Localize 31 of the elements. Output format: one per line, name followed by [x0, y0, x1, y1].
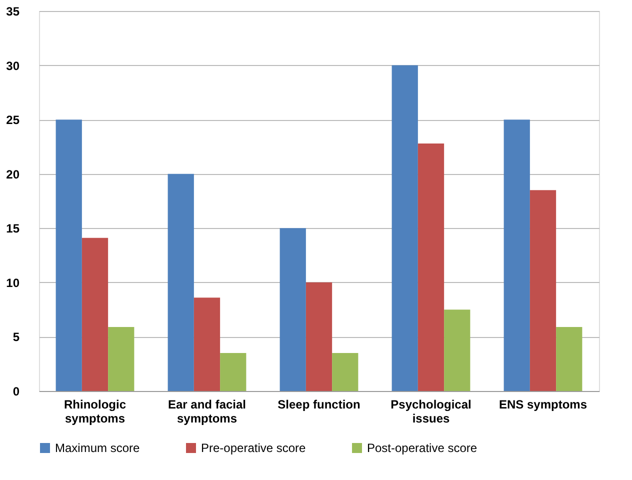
- bar: [220, 353, 246, 391]
- y-tick-label: 10: [6, 276, 20, 290]
- legend-label: Pre-operative score: [201, 441, 306, 455]
- x-tick-label: Rhinologic symptoms: [64, 398, 126, 426]
- y-tick-label: 5: [12, 330, 20, 344]
- bar: [82, 238, 108, 391]
- y-tick-label: 30: [6, 58, 20, 73]
- bar: [392, 65, 418, 391]
- bar: [332, 353, 358, 391]
- bar: [280, 228, 306, 391]
- bar: [444, 310, 470, 391]
- y-tick-label: 0: [12, 384, 20, 398]
- bar: [168, 174, 194, 391]
- y-tick-label: 35: [6, 4, 20, 18]
- bar: [418, 143, 444, 391]
- bar: [108, 326, 134, 391]
- bar: [530, 190, 556, 391]
- x-tick-label: ENS symptoms: [498, 398, 588, 412]
- legend-label: Post-operative score: [367, 441, 478, 455]
- x-tick-label: Ear and facial symptoms: [168, 398, 246, 426]
- x-tick-label: Sleep function: [278, 398, 360, 412]
- bar: [306, 282, 332, 391]
- y-tick-label: 15: [6, 222, 20, 236]
- bar: [504, 120, 530, 391]
- bar: [56, 120, 82, 391]
- y-tick-label: 25: [6, 113, 20, 128]
- x-tick-label: Psychological issues: [390, 398, 472, 426]
- legend-label: Maximum score: [55, 441, 140, 455]
- bar: [194, 298, 220, 391]
- y-tick-label: 20: [6, 167, 20, 182]
- bar: [556, 326, 582, 391]
